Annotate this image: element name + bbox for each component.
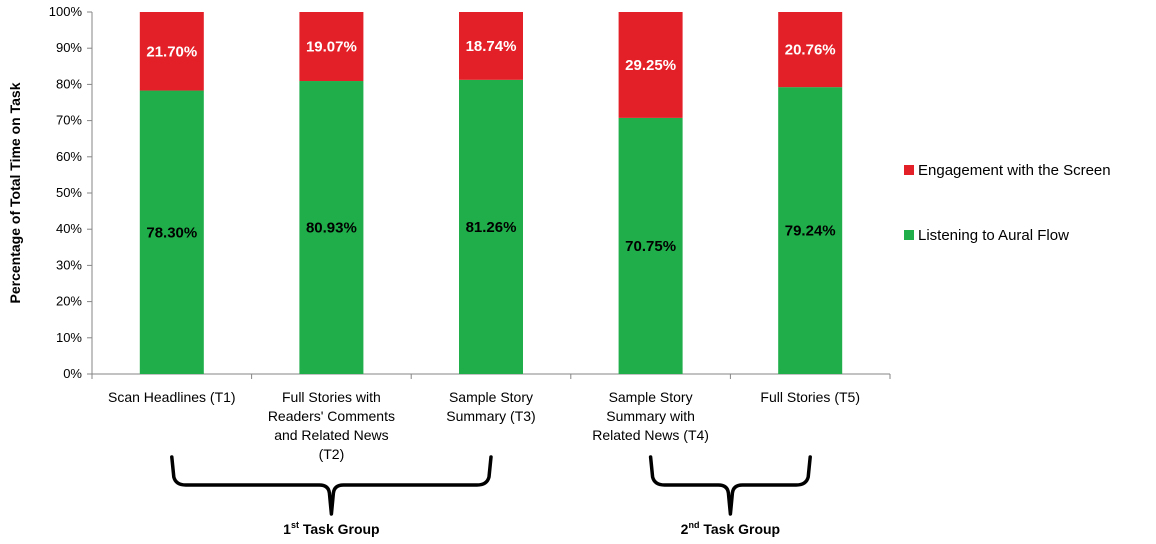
category-label: Full Stories with <box>282 389 381 405</box>
bar-segment-listening <box>139 90 204 374</box>
bar-segment-listening <box>299 81 364 375</box>
category-label: Summary (T3) <box>446 408 535 424</box>
legend-label: Listening to Aural Flow <box>918 227 1069 244</box>
bar-segment-engagement <box>139 12 204 91</box>
legend-swatch <box>904 165 914 175</box>
group-brace <box>170 455 493 516</box>
data-label: 19.07% <box>306 39 357 56</box>
y-axis-title: Percentage of Total Time on Task <box>7 82 23 303</box>
data-label: 81.26% <box>466 219 517 236</box>
y-tick-label: 10% <box>56 330 82 345</box>
category-label: Scan Headlines (T1) <box>108 389 236 405</box>
category-label: Related News (T4) <box>592 427 709 443</box>
legend-label: Engagement with the Screen <box>918 162 1111 179</box>
data-label: 80.93% <box>306 220 357 237</box>
group-label: 2nd Task Group <box>681 520 780 537</box>
data-label: 78.30% <box>146 224 197 241</box>
y-tick-label: 60% <box>56 149 82 164</box>
category-label: Summary with <box>606 408 695 424</box>
y-tick-label: 40% <box>56 221 82 236</box>
bar-segment-engagement <box>778 12 843 88</box>
y-tick-label: 20% <box>56 294 82 309</box>
data-label: 21.70% <box>146 43 197 60</box>
y-tick-label: 30% <box>56 257 82 272</box>
y-tick-label: 70% <box>56 113 82 128</box>
legend-swatch <box>904 230 914 240</box>
group-brace <box>648 455 812 516</box>
y-tick-label: 80% <box>56 76 82 91</box>
category-label: Readers' Comments <box>268 408 395 424</box>
bar-segment-engagement <box>299 12 364 82</box>
data-label: 18.74% <box>466 38 517 55</box>
category-label: Full Stories (T5) <box>760 389 860 405</box>
y-tick-label: 0% <box>63 366 82 381</box>
bar-segment-listening <box>778 87 843 375</box>
data-label: 20.76% <box>785 42 836 59</box>
category-label: Sample Story <box>449 389 533 405</box>
category-label: Sample Story <box>609 389 693 405</box>
data-label: 29.25% <box>625 57 676 74</box>
bar-segment-engagement <box>459 12 523 80</box>
y-tick-label: 50% <box>56 185 82 200</box>
group-label: 1st Task Group <box>283 520 379 537</box>
bar-segment-engagement <box>618 12 683 118</box>
data-label: 70.75% <box>625 238 676 255</box>
bar-segment-listening <box>618 117 683 374</box>
category-label: (T2) <box>319 446 345 462</box>
y-tick-label: 100% <box>49 4 83 19</box>
y-tick-label: 90% <box>56 40 82 55</box>
data-label: 79.24% <box>785 223 836 240</box>
bar-segment-listening <box>459 79 523 374</box>
category-label: and Related News <box>274 427 388 443</box>
